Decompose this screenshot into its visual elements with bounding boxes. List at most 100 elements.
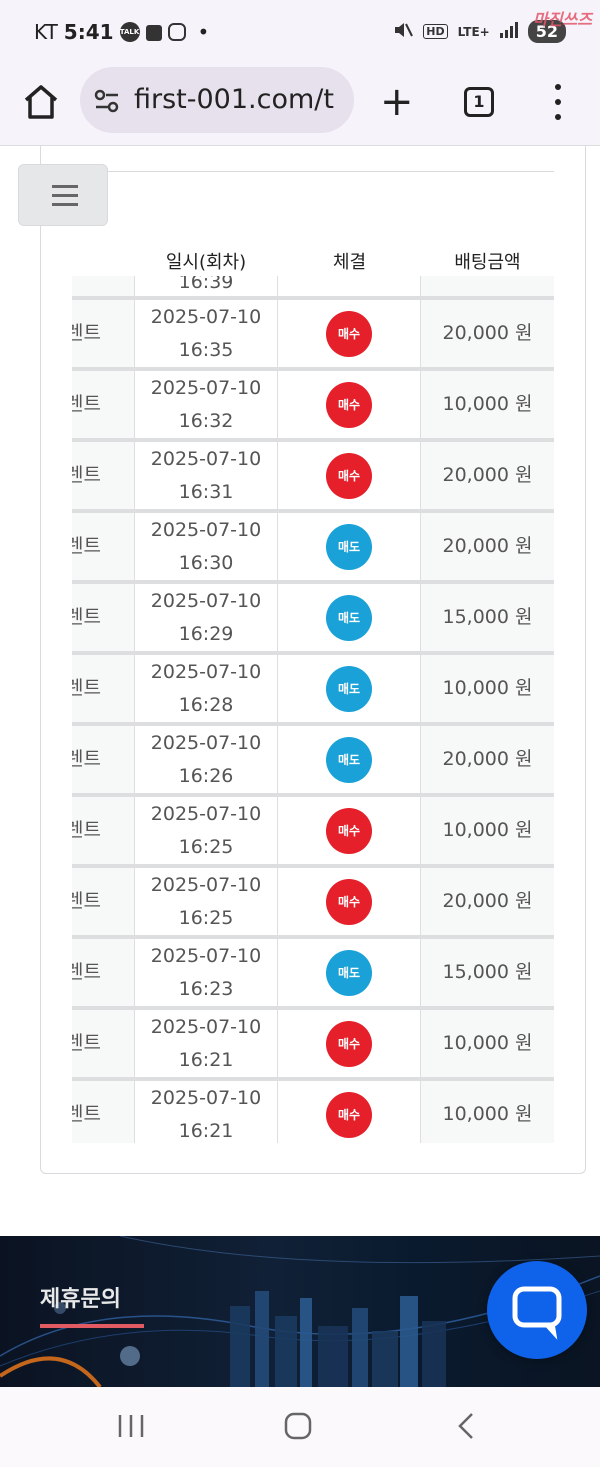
table-row: 렌트 2025-07-10 16:21 매수 10,000 원 bbox=[72, 1081, 554, 1143]
row-datetime: 2025-07-10 16:28 bbox=[134, 655, 278, 722]
buy-badge: 매수 bbox=[326, 879, 372, 925]
table-row: 렌트 2025-07-10 16:26 매도 20,000 원 bbox=[72, 726, 554, 797]
row-label-text: 렌트 bbox=[72, 961, 101, 983]
browser-menu-button[interactable] bbox=[548, 82, 568, 122]
row-datetime: 2025-07-10 16:25 bbox=[134, 868, 278, 935]
site-settings-icon[interactable] bbox=[94, 89, 120, 113]
row-time: 16:29 bbox=[178, 623, 234, 645]
row-label: 렌트 bbox=[72, 1010, 134, 1077]
row-time: 16:21 bbox=[178, 1049, 234, 1071]
sell-badge: 매도 bbox=[326, 666, 372, 712]
recent-apps-button[interactable] bbox=[116, 1411, 146, 1445]
row-amount bbox=[421, 276, 554, 296]
home-circle-icon bbox=[284, 1412, 312, 1440]
row-date: 2025-07-10 bbox=[150, 377, 262, 399]
status-right: HD LTE+ 52 bbox=[393, 20, 566, 43]
row-date: 2025-07-10 bbox=[150, 306, 262, 328]
row-datetime: 2025-07-10 16:25 bbox=[134, 797, 278, 864]
buy-badge: 매수 bbox=[326, 453, 372, 499]
new-tab-button[interactable]: + bbox=[380, 79, 414, 125]
signal-icon bbox=[499, 21, 518, 42]
row-date: 2025-07-10 bbox=[150, 945, 262, 967]
row-label: 렌트 bbox=[72, 442, 134, 509]
row-amount: 10,000 원 bbox=[442, 677, 533, 699]
row-label-text: 렌트 bbox=[72, 535, 101, 557]
row-amount: 20,000 원 bbox=[442, 322, 533, 344]
row-execution: 매수 bbox=[278, 276, 421, 296]
row-time: 16:21 bbox=[178, 1120, 234, 1142]
row-datetime: 2025-07-10 16:29 bbox=[134, 584, 278, 651]
table-row: 렌트 2025-07-10 16:29 매도 15,000 원 bbox=[72, 584, 554, 655]
home-nav-button[interactable] bbox=[283, 1411, 313, 1445]
row-time: 16:28 bbox=[178, 694, 234, 716]
footer-title[interactable]: 제휴문의 bbox=[40, 1287, 121, 1312]
row-time: 16:26 bbox=[178, 765, 234, 787]
recent-apps-icon bbox=[118, 1415, 144, 1437]
row-datetime: 2025-07-10 16:30 bbox=[134, 513, 278, 580]
row-amount: 10,000 원 bbox=[442, 1032, 533, 1054]
sell-badge: 매도 bbox=[326, 595, 372, 641]
row-datetime: 2025-07-10 16:21 bbox=[134, 1081, 278, 1143]
row-time: 16:25 bbox=[178, 836, 234, 858]
url-text[interactable]: first-001.com/t bbox=[134, 84, 334, 115]
status-left: KT 5:41 TALK • bbox=[34, 20, 209, 44]
sell-badge: 매도 bbox=[326, 524, 372, 570]
row-label-text: 렌트 bbox=[72, 1103, 101, 1125]
buy-badge: 매수 bbox=[326, 1092, 372, 1138]
watermark-logo: 마진쓰즈 bbox=[533, 10, 592, 29]
row-execution: 매수 bbox=[278, 1081, 421, 1143]
more-notifications-icon: • bbox=[197, 20, 210, 44]
row-label: 렌트 bbox=[72, 300, 134, 367]
back-button[interactable] bbox=[452, 1411, 482, 1445]
buy-badge: 매수 bbox=[326, 808, 372, 854]
table-row: 렌트 2025-07-10 16:21 매수 10,000 원 bbox=[72, 1010, 554, 1081]
row-execution: 매수 bbox=[278, 442, 421, 509]
row-label-text: 렌트 bbox=[72, 606, 101, 628]
row-time: 16:23 bbox=[178, 978, 234, 1000]
tab-switcher-button[interactable]: 1 bbox=[464, 87, 494, 117]
table-row: 렌트 2025-07-10 16:30 매도 20,000 원 bbox=[72, 513, 554, 584]
row-execution: 매도 bbox=[278, 655, 421, 722]
header-datetime: 일시(회차) bbox=[165, 252, 247, 273]
row-datetime: 2025-07-10 16:32 bbox=[134, 371, 278, 438]
hamburger-line bbox=[52, 194, 78, 197]
row-label: 렌트 bbox=[72, 513, 134, 580]
row-label-text: 렌트 bbox=[72, 819, 101, 841]
row-execution: 매도 bbox=[278, 726, 421, 793]
row-time: 16:31 bbox=[178, 481, 234, 503]
menu-dot bbox=[555, 99, 561, 105]
status-bar: KT 5:41 TALK • HD LTE+ 52 마진쓰즈 bbox=[0, 0, 600, 64]
row-amount: 15,000 원 bbox=[442, 606, 533, 628]
row-label bbox=[72, 276, 134, 296]
row-label: 렌트 bbox=[72, 939, 134, 1006]
live-chat-button[interactable] bbox=[487, 1261, 587, 1359]
row-time: 16:25 bbox=[178, 907, 234, 929]
row-label: 렌트 bbox=[72, 584, 134, 651]
instagram-icon bbox=[167, 23, 186, 41]
kakaotalk-icon: TALK bbox=[119, 22, 140, 42]
table-row: 렌트 2025-07-10 16:31 매수 20,000 원 bbox=[72, 442, 554, 513]
row-date: 2025-07-10 bbox=[150, 803, 262, 825]
row-amount: 20,000 원 bbox=[442, 890, 533, 912]
table-row: 렌트 2025-07-10 16:25 매수 10,000 원 bbox=[72, 797, 554, 868]
hd-icon: HD bbox=[423, 24, 448, 39]
row-time: 16:30 bbox=[178, 552, 234, 574]
row-execution: 매수 bbox=[278, 300, 421, 367]
address-bar[interactable]: first-001.com/t bbox=[80, 67, 354, 133]
row-date: 2025-07-10 bbox=[150, 1087, 262, 1109]
row-label-text: 렌트 bbox=[72, 393, 101, 415]
hamburger-menu-button[interactable] bbox=[18, 164, 108, 226]
system-navigation-bar bbox=[0, 1387, 600, 1467]
row-execution: 매수 bbox=[278, 371, 421, 438]
row-datetime: 2025-07-10 16:26 bbox=[134, 726, 278, 793]
row-execution: 매도 bbox=[278, 513, 421, 580]
buy-badge: 매수 bbox=[326, 382, 372, 428]
row-label-text: 렌트 bbox=[72, 1032, 101, 1054]
row-amount: 10,000 원 bbox=[442, 393, 533, 415]
row-amount: 20,000 원 bbox=[442, 748, 533, 770]
row-label: 렌트 bbox=[72, 726, 134, 793]
row-label: 렌트 bbox=[72, 1081, 134, 1143]
home-button[interactable] bbox=[22, 82, 60, 122]
